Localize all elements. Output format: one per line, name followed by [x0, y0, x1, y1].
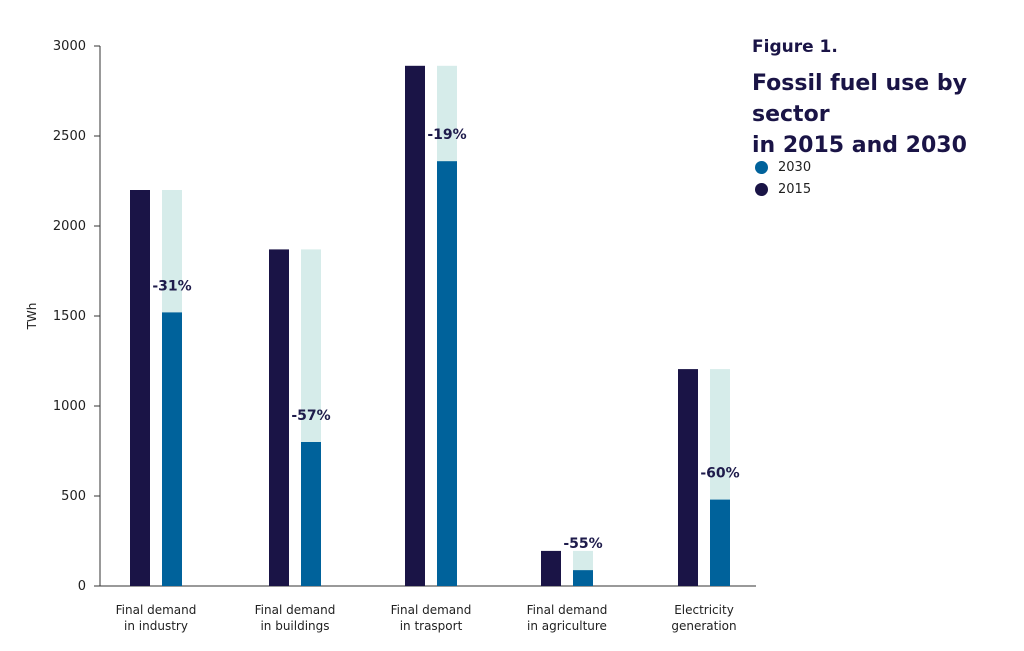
x-category-label: in agriculture	[527, 619, 607, 633]
chart-title-line-1: Fossil fuel use by sector	[752, 71, 967, 127]
figure-label: Figure 1.	[752, 37, 838, 57]
bar-2015	[541, 550, 561, 586]
change-label: -55%	[563, 536, 602, 552]
x-category-label: Electricity	[674, 603, 734, 617]
y-tick-label: 3000	[53, 39, 86, 54]
x-category-label: Final demand	[255, 603, 336, 617]
bar-2030	[301, 442, 321, 586]
change-label: -57%	[291, 408, 330, 424]
legend-item-2030: 2030	[755, 156, 811, 178]
change-label: -60%	[700, 466, 739, 482]
bar-2030	[162, 312, 182, 586]
change-label: -31%	[152, 278, 191, 294]
y-axis-title: TWh	[25, 303, 39, 331]
y-tick-label: 500	[61, 489, 86, 504]
bar-2015	[269, 249, 289, 586]
change-label: -19%	[427, 127, 466, 143]
x-category-label: generation	[671, 619, 736, 633]
y-tick-label: 1000	[53, 399, 86, 414]
y-tick-label: 2000	[53, 219, 86, 234]
x-category-label: in industry	[124, 619, 188, 633]
y-tick-label: 0	[78, 579, 86, 594]
x-category-label: Final demand	[391, 603, 472, 617]
bar-2015	[678, 369, 698, 586]
y-tick-label: 1500	[53, 309, 86, 324]
bar-2030	[710, 499, 730, 586]
legend-item-2015: 2015	[755, 178, 811, 200]
y-tick-label: 2500	[53, 129, 86, 144]
legend-label-2015: 2015	[778, 181, 812, 197]
bar-2015	[405, 65, 425, 587]
chart-title: Fossil fuel use by sector in 2015 and 20…	[752, 68, 1012, 161]
legend-swatch-2030	[755, 160, 768, 174]
legend-label-2030: 2030	[778, 159, 812, 175]
bar-2030	[437, 161, 457, 586]
x-category-label: in trasport	[400, 619, 463, 633]
bar-2015	[130, 190, 150, 586]
x-category-label: Final demand	[527, 603, 608, 617]
x-category-label: in buildings	[260, 619, 329, 633]
legend: 2030 2015	[755, 156, 811, 200]
bar-2030	[573, 570, 593, 586]
chart-title-line-2: in 2015 and 2030	[752, 133, 967, 158]
x-category-label: Final demand	[116, 603, 197, 617]
legend-swatch-2015	[755, 182, 768, 196]
